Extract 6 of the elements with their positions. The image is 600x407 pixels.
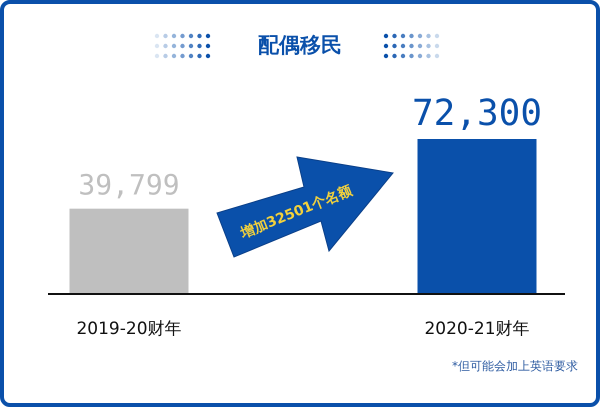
chart-title: 配偶移民 [258,33,342,57]
x-tick-label: 2020-21财年 [424,319,530,339]
text: *但可能会加上英语要求 [452,359,578,373]
x-tick-label: 2019-20财年 [76,319,182,339]
data-label: 39,799 [78,168,180,202]
data-label: 72,300 [412,93,542,134]
